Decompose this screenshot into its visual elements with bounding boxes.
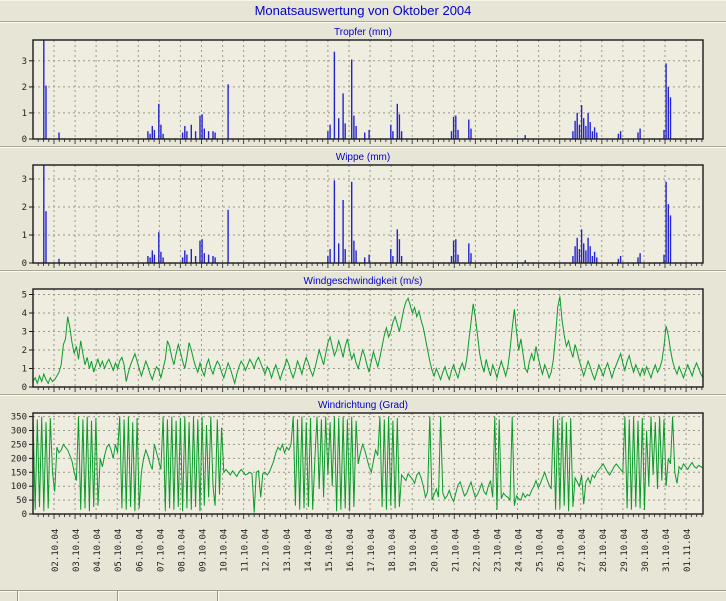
y-tick-label: 0: [22, 259, 27, 269]
x-tick-label: 15.10.04: [325, 529, 335, 572]
chart-section-windrichtung: Windrichtung (Grad) 0 50 100 150 200 250 300 35…: [0, 396, 726, 576]
status-panel: [0, 591, 18, 601]
y-tick-label: 5: [22, 291, 27, 301]
x-tick-label: 07.10.04: [156, 529, 166, 572]
y-tick-label: 200: [11, 454, 27, 464]
x-tick-label: 22.10.04: [472, 529, 482, 572]
divider: [0, 21, 726, 23]
divider: [0, 270, 726, 272]
y-tick-label: 350: [11, 413, 27, 423]
y-tick-label: 50: [16, 496, 27, 506]
chart-section-tropfer: Tropfer (mm) 0 1 2 3: [0, 23, 726, 146]
x-tick-label: 27.10.04: [578, 529, 588, 572]
x-tick-label: 29.10.04: [620, 529, 630, 572]
status-bar: [0, 590, 726, 601]
y-tick-label: 150: [11, 468, 27, 478]
x-tick-label: 24.10.04: [515, 529, 525, 572]
x-tick-label: 23.10.04: [494, 529, 504, 572]
y-tick-label: 1: [22, 365, 27, 375]
report-title: Monatsauswertung von Oktober 2004: [254, 3, 472, 18]
plot-area: [33, 40, 703, 139]
chart-section-windgeschwindigkeit: Windgeschwindigkeit (m/s) 0 1 2 3 4 5: [0, 272, 726, 394]
y-tick-label: 3: [22, 175, 27, 185]
y-tick-label: 0: [22, 510, 27, 520]
y-tick-label: 4: [22, 309, 27, 319]
chart-title-wippe: Wippe (mm): [335, 152, 391, 163]
status-panel: [18, 591, 118, 601]
tropfer-chart: 0 1 2 3: [22, 39, 704, 145]
x-tick-label: 19.10.04: [409, 529, 419, 572]
x-tick-label: 14.10.04: [304, 529, 314, 572]
chart-section-wippe: Wippe (mm) 0 1 2 3: [0, 148, 726, 270]
x-tick-label: 09.10.04: [199, 529, 209, 572]
y-tick-label: 3: [22, 328, 27, 338]
chart-title-tropfer: Tropfer (mm): [334, 27, 392, 38]
x-tick-label: 05.10.04: [114, 529, 124, 572]
plot-area: [33, 165, 703, 263]
divider: [0, 394, 726, 396]
y-tick-label: 1: [22, 231, 27, 241]
y-tick-label: 3: [22, 57, 27, 67]
y-tick-label: 2: [22, 203, 27, 213]
x-tick-label: 16.10.04: [346, 529, 356, 572]
status-panel: [118, 591, 218, 601]
y-tick-label: 250: [11, 440, 27, 450]
x-tick-label: 04.10.04: [93, 529, 103, 572]
x-tick-label: 26.10.04: [557, 529, 567, 572]
plot-area: [33, 289, 703, 387]
y-tick-label: 1: [22, 109, 27, 119]
y-tick-label: 300: [11, 427, 27, 437]
x-tick-label: 13.10.04: [283, 529, 293, 572]
x-tick-label: 30.10.04: [641, 529, 651, 572]
x-tick-label: 17.10.04: [367, 529, 377, 572]
wind-direction-series: [32, 416, 704, 513]
x-tick-label: 01.11.04: [683, 529, 693, 572]
y-tick-label: 0: [22, 135, 27, 145]
x-tick-label: 12.10.04: [262, 529, 272, 572]
y-tick-label: 2: [22, 83, 27, 93]
x-tick-label: 28.10.04: [599, 529, 609, 572]
x-tick-label: 02.10.04: [51, 529, 61, 572]
x-tick-label: 21.10.04: [451, 529, 461, 572]
wind-direction-chart: 0 50 100 150 200 250 300 350 02.10.04 03.10.04 04.…: [11, 412, 704, 572]
wind-speed-series: [32, 296, 704, 386]
x-tick-label: 06.10.04: [135, 529, 145, 572]
x-tick-label: 18.10.04: [388, 529, 398, 572]
x-tick-label: 31.10.04: [662, 529, 672, 572]
chart-title-windgeschwindigkeit: Windgeschwindigkeit (m/s): [303, 276, 423, 287]
wippe-chart: 0 1 2 3: [22, 164, 704, 269]
y-tick-label: 0: [22, 383, 27, 393]
x-tick-label: 11.10.04: [241, 529, 251, 572]
x-tick-label: 10.10.04: [220, 529, 230, 572]
wind-speed-chart: 0 1 2 3 4 5: [22, 288, 704, 393]
x-tick-label: 25.10.04: [536, 529, 546, 572]
y-tick-label: 100: [11, 482, 27, 492]
y-tick-label: 2: [22, 346, 27, 356]
divider: [0, 146, 726, 148]
chart-title-windrichtung: Windrichtung (Grad): [317, 400, 409, 411]
x-tick-label: 08.10.04: [177, 529, 187, 572]
x-tick-label: 03.10.04: [72, 529, 82, 572]
x-tick-label: 20.10.04: [430, 529, 440, 572]
